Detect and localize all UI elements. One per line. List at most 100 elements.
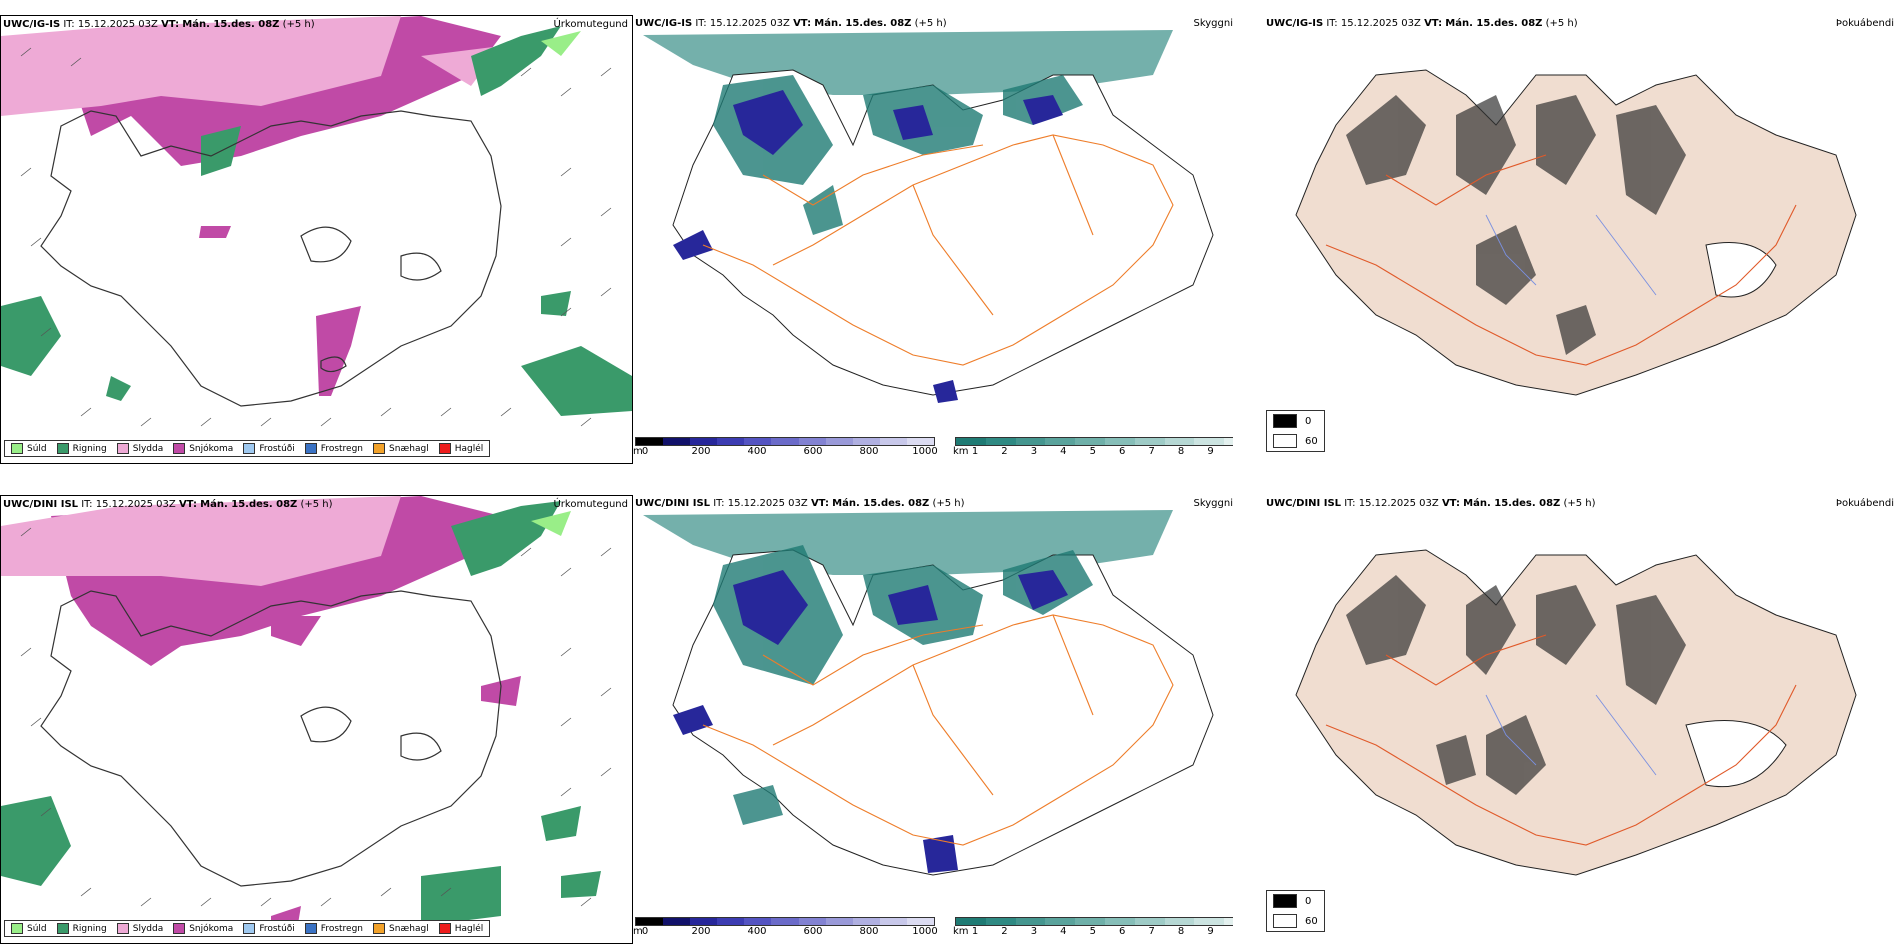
cloud-colorbar-ticks: km12345678910: [953, 446, 1233, 458]
fog-key: 0 60: [1266, 890, 1325, 932]
colorbar-bin: [1224, 918, 1233, 925]
legend-label: Frostregn: [320, 923, 364, 934]
colorbar-bin: [879, 438, 907, 445]
fog-rivers: [1485, 214, 1657, 296]
coastline: [40, 110, 502, 407]
colorbar-unit: km: [953, 926, 969, 937]
colorbar-tick-label: 1000: [912, 926, 938, 937]
legend-item: Snjókoma: [173, 443, 233, 454]
fog-key-row: 0: [1267, 411, 1324, 431]
legend-item: Frostúði: [243, 443, 295, 454]
colorbar-bin: [852, 438, 880, 445]
cloud-colorbar-strip: [955, 917, 1233, 926]
fog-key-row: 0: [1267, 891, 1324, 911]
colorbar-bin: [985, 438, 1016, 445]
colorbar-bin: [1104, 918, 1135, 925]
ceiling-colorbar-strip: [635, 917, 935, 926]
colorbar-tick-label: 4: [1060, 446, 1067, 457]
colorbar-tick-label: 1: [971, 446, 979, 457]
lead-time: (+5 h): [932, 498, 965, 509]
cloud-colorbar-strip: [955, 437, 1233, 446]
colorbar-tick-label: 2: [1001, 926, 1008, 937]
cloud-colorbar: km12345678910: [953, 917, 1233, 938]
header-dini: UWC/DINI ISL IT: 15.12.2025 03Z VT: Mán.…: [3, 499, 333, 510]
fog-title: Þokuábendi: [1835, 498, 1894, 509]
fog-key-label: 60: [1305, 435, 1318, 447]
cloud-map-dini: [643, 510, 1214, 876]
legend-item: Snjókoma: [173, 923, 233, 934]
fog-key-row: 60: [1267, 431, 1324, 451]
fog-panel-igis: UWC/IG-IS IT: 15.12.2025 03Z VT: Mán. 15…: [1236, 15, 1900, 462]
legend-swatch: [438, 443, 451, 454]
colorbar-bin: [1015, 438, 1046, 445]
fog-key-swatch: [1273, 434, 1297, 448]
colorbar-bin: [717, 438, 745, 445]
legend-label: Frostregn: [320, 443, 364, 454]
fog-key-swatch: [1273, 414, 1297, 428]
legend-item: Frostregn: [304, 923, 364, 934]
valid-time: Mán. 15.des. 08Z: [182, 19, 280, 30]
precip-type-panel-dini: UWC/DINI ISL IT: 15.12.2025 03Z VT: Mán.…: [0, 495, 633, 944]
colorbar-tick-label: 9: [1207, 926, 1214, 937]
model-name: UWC/DINI ISL: [635, 498, 711, 509]
legend-swatch: [56, 443, 69, 454]
ceiling-colorbar: m 0 200 400 600 800 1000: [633, 437, 938, 458]
colorbar-bin: [1045, 438, 1076, 445]
colorbar-tick-label: 5: [1089, 926, 1096, 937]
colorbar-bin: [825, 918, 853, 925]
colorbar-tick-label: 2: [1001, 446, 1008, 457]
colorbar-bin: [906, 438, 935, 445]
legend-label: Snjókoma: [189, 443, 234, 454]
colorbar-bin: [771, 918, 799, 925]
colorbar-tick-label: 0: [641, 926, 649, 937]
colorbar-bin: [636, 438, 664, 445]
colorbar-bin: [825, 438, 853, 445]
wind-barbs: [20, 527, 612, 907]
colorbar-bin: [1194, 918, 1225, 925]
colorbar-tick-label: 1: [971, 926, 979, 937]
legend-item: Rigning: [56, 923, 107, 934]
legend-label: Snjókoma: [189, 923, 234, 934]
legend-swatch: [56, 923, 69, 934]
legend-swatch: [173, 923, 186, 934]
lead-time: (+5 h): [914, 18, 947, 29]
init-time: IT: 15.12.2025 03Z: [63, 19, 158, 30]
fog-key-label: 60: [1305, 915, 1318, 927]
legend-item: Snæhagl: [373, 443, 429, 454]
lead-time: (+5 h): [282, 19, 315, 30]
precip-type-legend: Súld Rigning Slydda Snjókoma Frostúði Fr…: [4, 440, 491, 457]
colorbar-tick-label: 7: [1148, 446, 1155, 457]
glacier-area: [1685, 720, 1787, 788]
legend-swatch: [304, 443, 317, 454]
legend-swatch: [373, 923, 386, 934]
cloud-colorbar: km12345678910: [953, 437, 1233, 458]
legend-item: Rigning: [56, 443, 107, 454]
cloud-colorbar-ticks: km12345678910: [953, 926, 1233, 938]
legend-label: Rigning: [72, 923, 107, 934]
fog-key-label: 0: [1305, 415, 1312, 427]
legend-swatch: [304, 923, 317, 934]
fog-key-row: 60: [1267, 911, 1324, 931]
colorbar-tick-label: 7: [1148, 926, 1155, 937]
legend-label: Haglél: [454, 443, 484, 454]
wind-barbs: [20, 47, 612, 427]
colorbar-tick-label: 800: [859, 446, 879, 457]
legend-swatch: [173, 443, 186, 454]
legend-swatch: [243, 443, 256, 454]
legend-item: Haglél: [438, 923, 483, 934]
clouds-title: Skyggni: [1193, 498, 1233, 509]
colorbar-bin: [1015, 918, 1046, 925]
cloud-map-igis: [643, 30, 1214, 403]
colorbar-bin: [1134, 438, 1165, 445]
lead-time: (+5 h): [1563, 498, 1596, 509]
colorbar-bin: [1194, 438, 1225, 445]
model-name: UWC/DINI ISL: [3, 499, 79, 510]
fog-map-igis: [1295, 69, 1857, 396]
model-name: UWC/IG-IS: [635, 18, 693, 29]
fog-map-dini: [1295, 549, 1857, 876]
valid-time-label: VT:: [161, 19, 180, 30]
colorbar-tick-label: 200: [691, 926, 711, 937]
header-igis: UWC/IG-IS IT: 15.12.2025 03Z VT: Mán. 15…: [3, 19, 315, 30]
fog-roads: [1325, 154, 1797, 366]
colorbar-bin: [956, 918, 986, 925]
